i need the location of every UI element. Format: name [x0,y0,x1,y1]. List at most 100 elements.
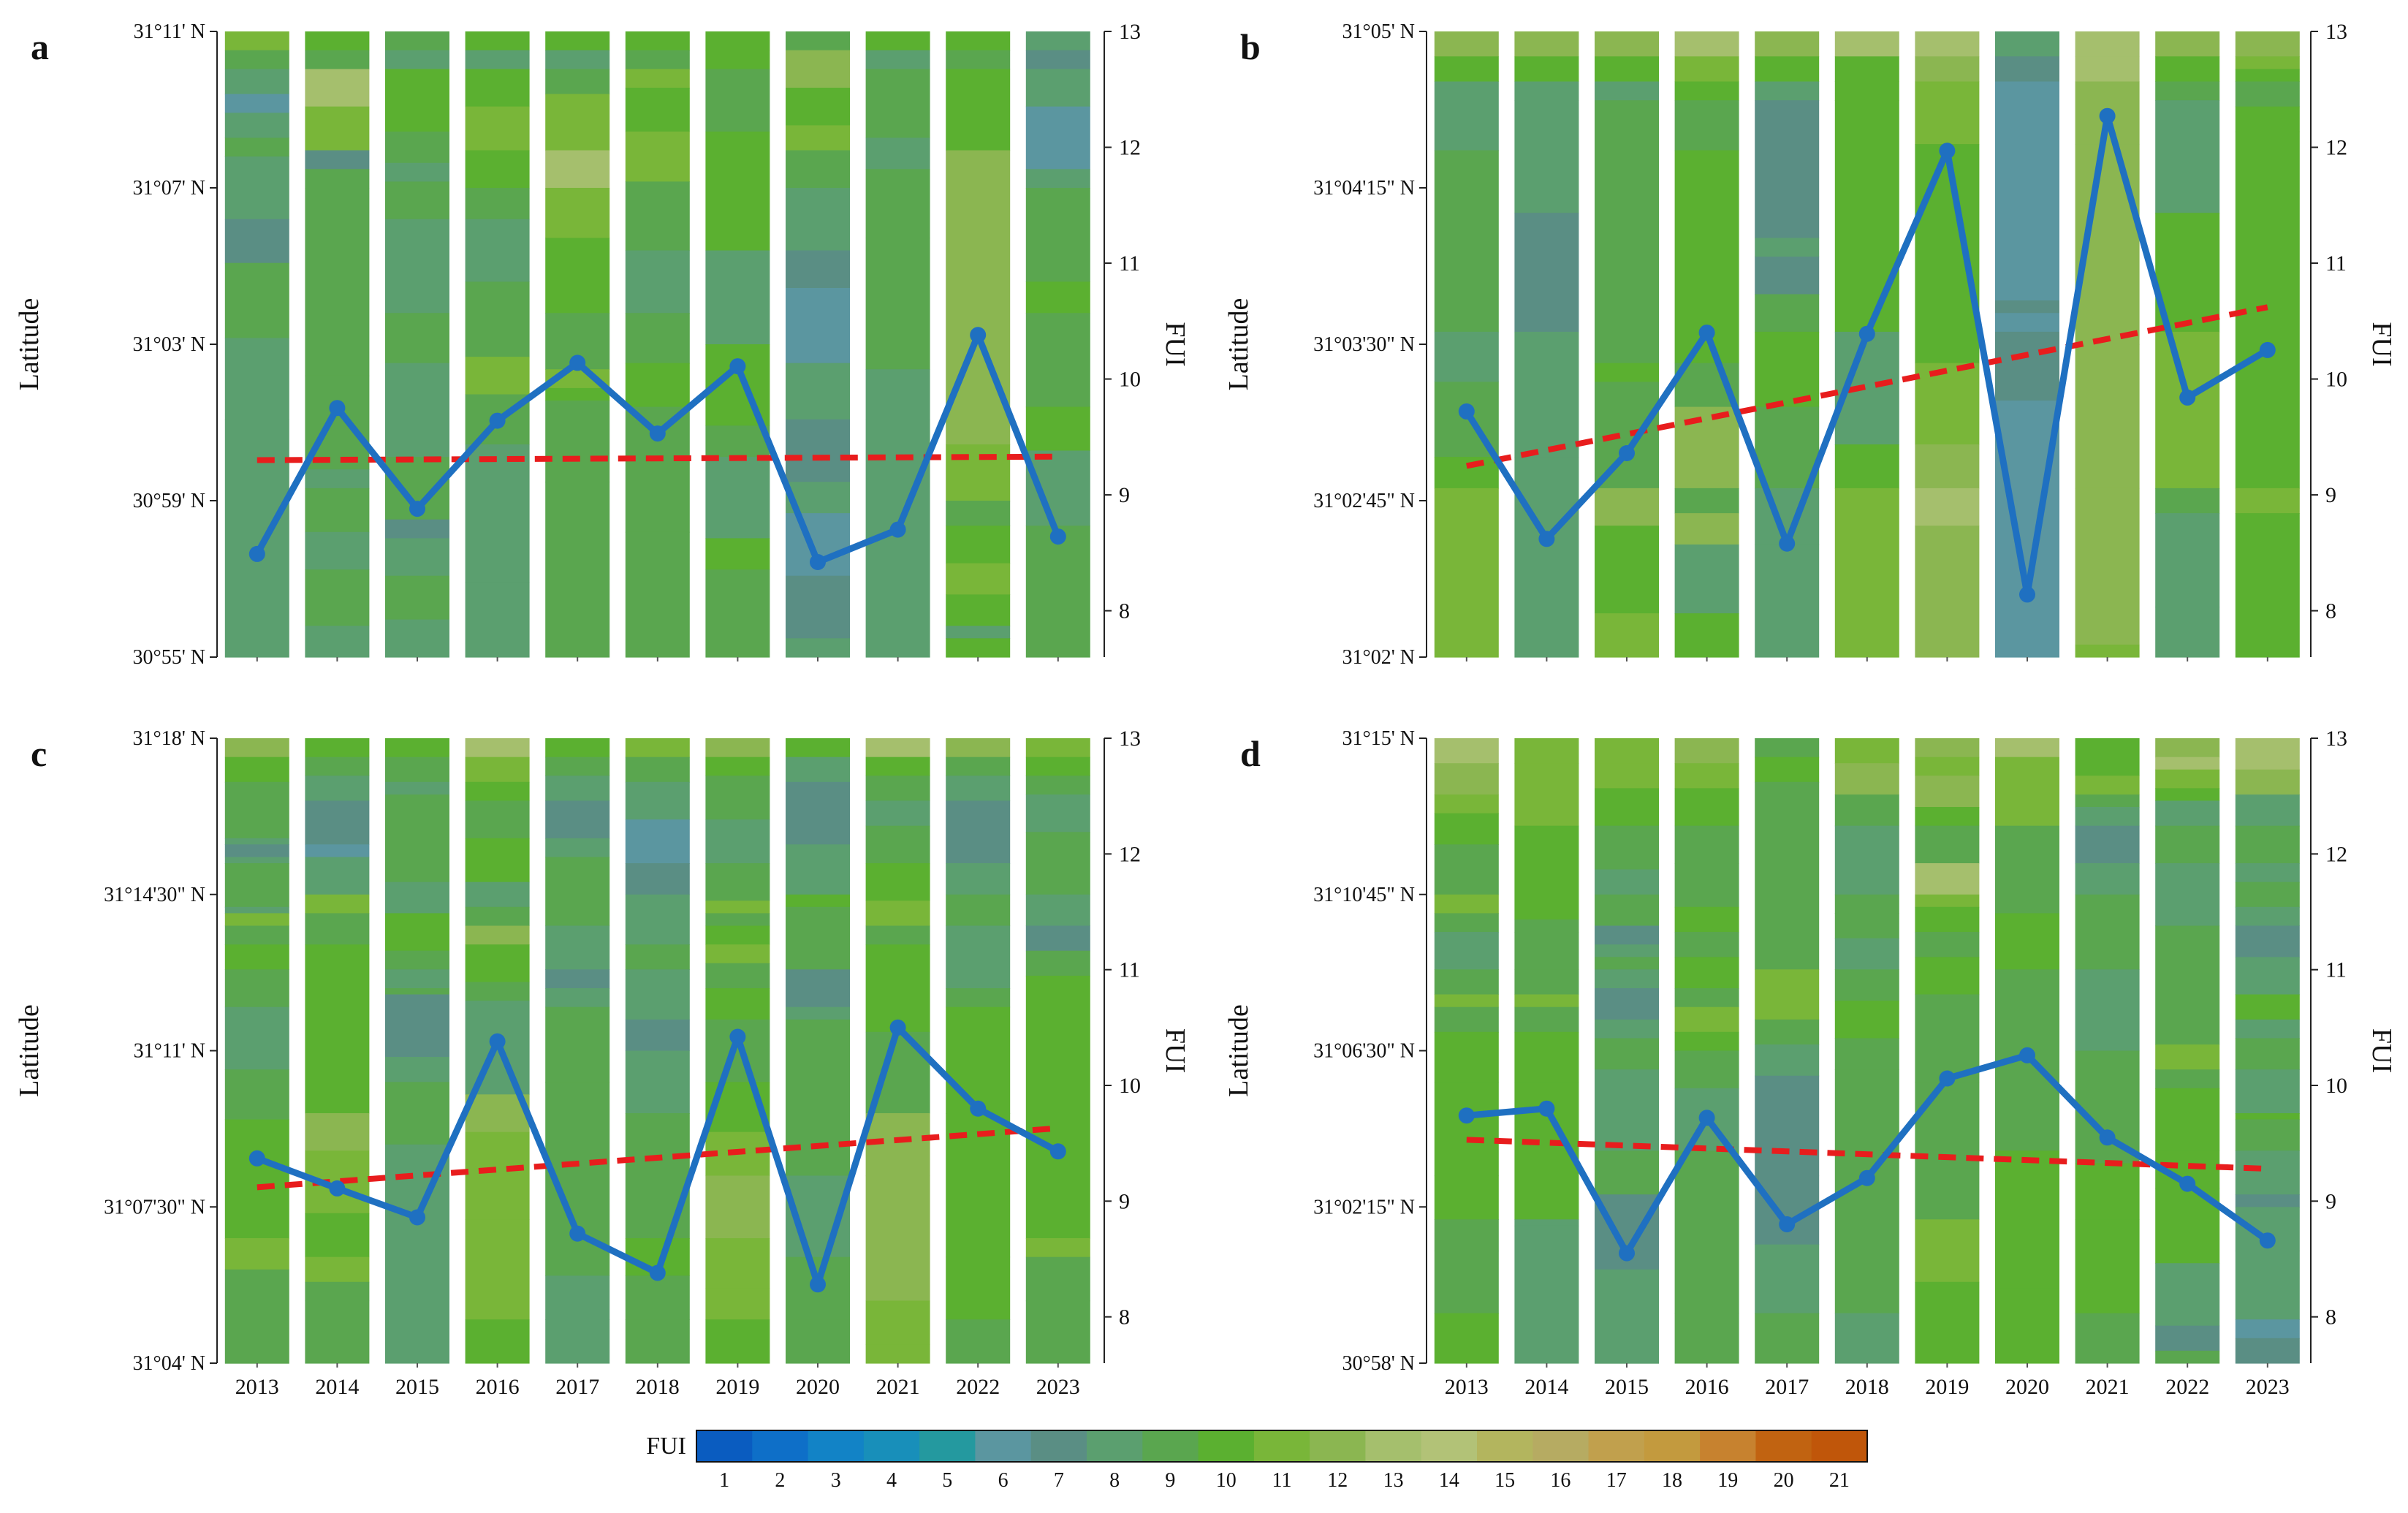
fui-point-2023 [2259,341,2276,358]
fui-point-2013 [1458,1107,1475,1124]
strip-segment [1995,401,2059,658]
lat-tick-label: 31°11' N [134,20,205,43]
strip-segment [1595,31,1659,57]
strip-segment [705,963,770,989]
strip-segment [865,944,930,1033]
strip-segment [625,363,690,408]
colorbar-cell [1477,1430,1534,1462]
colorbar-tick-label: 5 [942,1469,952,1492]
strip-segment [1915,825,1980,864]
lat-tick-label: 30°58' N [1342,1352,1415,1375]
strip-segment [224,857,289,864]
strip-segment [1995,331,2059,401]
strip-segment [545,238,610,314]
strip-segment [2155,56,2220,82]
strip-segment [1434,813,1499,845]
strip-segment [1025,756,1090,776]
year-tick-label: 2017 [555,1375,599,1399]
strip-segment [465,738,530,758]
panel-label: b [1240,26,1261,67]
strip-segment [1915,894,1980,908]
strip-segment [1755,31,1820,57]
strip-segment [625,250,690,314]
strip-segment [1025,776,1090,795]
strip-segment [224,944,289,970]
strip-segment [786,363,850,420]
strip-segment [1995,1069,2059,1151]
strip-segment [1514,825,1579,920]
strip-segment [2235,1119,2300,1151]
colorbar-cell [1142,1430,1199,1462]
strip-segment [786,1019,850,1114]
strip-segment [1915,738,1980,758]
strip-segment [705,69,770,132]
strip-segment [786,250,850,289]
strip-2013 [1434,738,1499,1364]
strip-segment [1834,444,1899,489]
strip-segment [865,238,930,370]
lat-tick-label: 31°04'15" N [1313,177,1415,200]
fui-tick-label: 10 [1119,368,1141,392]
fui-point-2014 [329,1180,346,1197]
year-tick-label: 2013 [1445,1375,1489,1399]
strip-segment [1834,894,1899,914]
strip-2021 [2075,31,2140,658]
strip-segment [705,132,770,251]
lat-tick-label: 31°14'30" N [104,884,205,906]
strip-segment [705,738,770,758]
strip-segment [865,738,930,758]
strip-2023 [2235,738,2300,1364]
fui-tick-label: 9 [2325,483,2336,507]
strip-segment [946,526,1011,564]
strip-segment [385,162,449,183]
strip-segment [224,137,289,157]
strip-segment [1995,300,2059,314]
fui-point-2022 [970,327,987,344]
strip-segment [786,575,850,639]
fui-tick-label: 9 [1119,1189,1130,1213]
strip-2013 [224,738,289,1364]
strip-segment [385,219,449,314]
strip-segment [1025,738,1090,758]
strip-segment [1674,100,1739,151]
strip-segment [1674,31,1739,57]
fui-point-2016 [1698,1110,1715,1126]
strip-segment [385,619,449,658]
colorbar-cell [1644,1430,1701,1462]
strip-segment [865,369,930,420]
strip-segment [1514,100,1579,213]
strip-segment [2235,738,2300,770]
strip-segment [385,994,449,1058]
strip-segment [1995,31,2059,57]
strip-segment [1915,444,1980,489]
colorbar-tick-label: 11 [1272,1469,1292,1492]
strip-segment [1595,1269,1659,1364]
colorbar-tick-label: 3 [831,1469,841,1492]
strip-segment [2235,69,2300,83]
strip-segment [305,738,370,758]
strip-segment [1434,1219,1499,1251]
strip-segment [1995,825,2059,914]
fui-point-2018 [649,1264,666,1281]
strip-2018 [625,738,690,1364]
colorbar-cell [808,1430,865,1462]
strip-segment [385,50,449,69]
strip-segment [705,925,770,945]
strip-segment [1025,169,1090,189]
strip-segment [705,31,770,51]
strip-segment [1434,994,1499,1008]
strip-segment [2155,738,2220,758]
strip-segment [1595,488,1659,526]
strip-segment [385,756,449,783]
strip-segment [305,844,370,857]
colorbar-cell [1310,1430,1367,1462]
fui-axis-title: FUI [1160,322,1190,366]
strip-segment [1434,81,1499,151]
strip-segment [2075,969,2140,1052]
fui-tick-label: 12 [1119,842,1141,866]
strip-2018 [1834,31,1899,658]
strip-segment [385,363,449,458]
colorbar-cell [1421,1430,1478,1462]
strip-segment [1834,1069,1899,1151]
strip-segment [1595,969,1659,989]
